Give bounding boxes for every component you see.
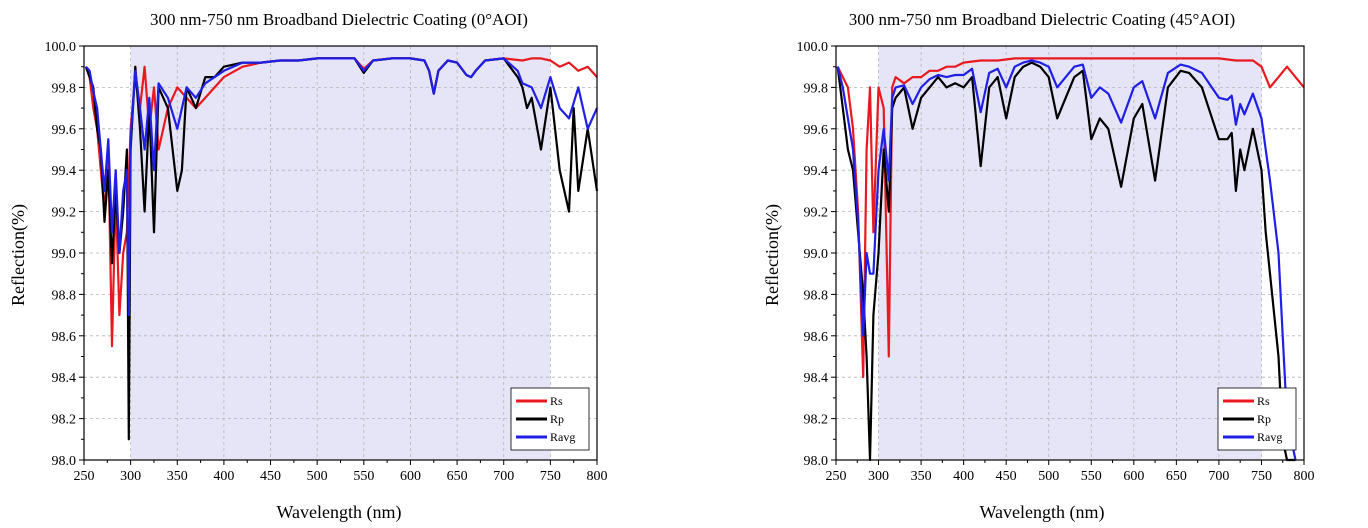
chart-0deg: 300 nm-750 nm Broadband Dielectric Coati…	[8, 10, 608, 523]
y-axis-label: Reflection(%)	[762, 204, 783, 306]
y-tick-label: 99.4	[52, 164, 77, 179]
y-tick-label: 98.8	[804, 288, 829, 303]
x-tick-label: 650	[1166, 469, 1187, 484]
x-tick-label: 300	[868, 469, 889, 484]
x-tick-label: 250	[826, 469, 847, 484]
x-tick-label: 350	[911, 469, 932, 484]
x-tick-label: 450	[996, 469, 1017, 484]
legend: Rs Rp Ravg	[1217, 387, 1297, 451]
y-tick-label: 98.8	[52, 288, 77, 303]
x-axis-label: Wavelength (nm)	[979, 502, 1104, 523]
y-tick-label: 98.0	[52, 454, 77, 469]
plot-area: 250 300 350 400 450 500 550 600 650 700 750 800 98.0…	[797, 40, 1315, 484]
x-tick-label: 400	[953, 469, 974, 484]
x-axis-label: Wavelength (nm)	[276, 502, 401, 523]
x-tick-label: 750	[540, 469, 561, 484]
series-line-ravg	[85, 57, 599, 317]
y-tick-label: 99.6	[52, 123, 77, 138]
y-tick-label: 99.0	[52, 247, 77, 262]
x-tick-label: 700	[1208, 469, 1229, 484]
x-tick-label: 600	[400, 469, 421, 484]
y-tick-label: 99.8	[804, 81, 829, 96]
legend: Rs Rp Ravg	[510, 387, 590, 451]
series-line-rs	[836, 57, 1305, 379]
y-tick-label: 99.8	[52, 81, 77, 96]
y-tick-label: 99.2	[52, 206, 77, 221]
x-tick-label: 700	[493, 469, 514, 484]
y-tick-label: 98.2	[52, 413, 77, 428]
x-tick-label: 300	[120, 469, 141, 484]
x-tick-label: 450	[260, 469, 281, 484]
x-tick-label: 550	[353, 469, 374, 484]
y-axis-label: Reflection(%)	[8, 204, 29, 306]
x-tick-label: 800	[587, 469, 608, 484]
chart-45deg: 300 nm-750 nm Broadband Dielectric Coati…	[762, 10, 1315, 523]
x-tick-label: 800	[1294, 469, 1315, 484]
y-tick-label: 98.6	[804, 330, 829, 345]
x-tick-label: 650	[447, 469, 468, 484]
y-tick-label: 99.4	[804, 164, 829, 179]
chart-panel-45deg: 300 nm-750 nm Broadband Dielectric Coati…	[684, 0, 1368, 528]
x-tick-label: 350	[167, 469, 188, 484]
y-tick-label: 98.4	[804, 371, 829, 386]
series-line-rp	[836, 61, 1296, 462]
legend-label-rp: Rp	[1257, 412, 1271, 426]
chart-title: 300 nm-750 nm Broadband Dielectric Coati…	[150, 10, 528, 29]
legend-label-rs: Rs	[1257, 394, 1270, 408]
x-tick-label: 550	[1081, 469, 1102, 484]
y-tick-label: 98.4	[52, 371, 77, 386]
x-tick-label: 250	[74, 469, 95, 484]
x-tick-label: 500	[307, 469, 328, 484]
legend-label-ravg: Ravg	[550, 430, 575, 444]
y-tick-label: 99.2	[804, 206, 829, 221]
chart-title: 300 nm-750 nm Broadband Dielectric Coati…	[849, 10, 1235, 29]
series-line-ravg	[836, 59, 1297, 461]
y-tick-label: 99.0	[804, 247, 829, 262]
y-tick-label: 98.0	[804, 454, 829, 469]
y-tick-label: 99.6	[804, 123, 829, 138]
legend-label-rp: Rp	[550, 412, 564, 426]
x-tick-label: 400	[213, 469, 234, 484]
chart-panel-0deg: 300 nm-750 nm Broadband Dielectric Coati…	[8, 10, 608, 523]
legend-label-rs: Rs	[550, 394, 563, 408]
legend-label-ravg: Ravg	[1257, 430, 1282, 444]
y-tick-label: 98.2	[804, 413, 829, 428]
y-tick-label: 100.0	[797, 40, 829, 55]
x-tick-label: 750	[1251, 469, 1272, 484]
y-tick-label: 98.6	[52, 330, 77, 345]
x-tick-label: 500	[1038, 469, 1059, 484]
plot-area: 250 300 350 400 450 500 550 600 650 700 750 800 98.0…	[45, 40, 608, 484]
y-tick-label: 100.0	[45, 40, 77, 55]
x-tick-label: 600	[1123, 469, 1144, 484]
